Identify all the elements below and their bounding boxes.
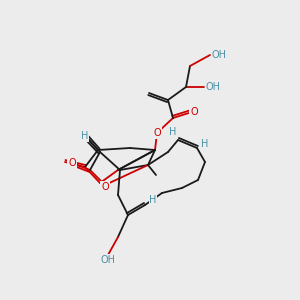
Text: OH: OH (206, 82, 221, 92)
Text: O: O (190, 107, 198, 117)
Text: OH: OH (212, 50, 227, 60)
Text: H: H (81, 131, 89, 141)
Text: O: O (153, 128, 161, 138)
Text: OH: OH (100, 255, 116, 265)
Text: H: H (169, 127, 177, 137)
Text: O: O (68, 158, 76, 168)
Text: H: H (201, 139, 209, 149)
Text: O: O (101, 182, 109, 192)
Text: H: H (149, 195, 157, 205)
